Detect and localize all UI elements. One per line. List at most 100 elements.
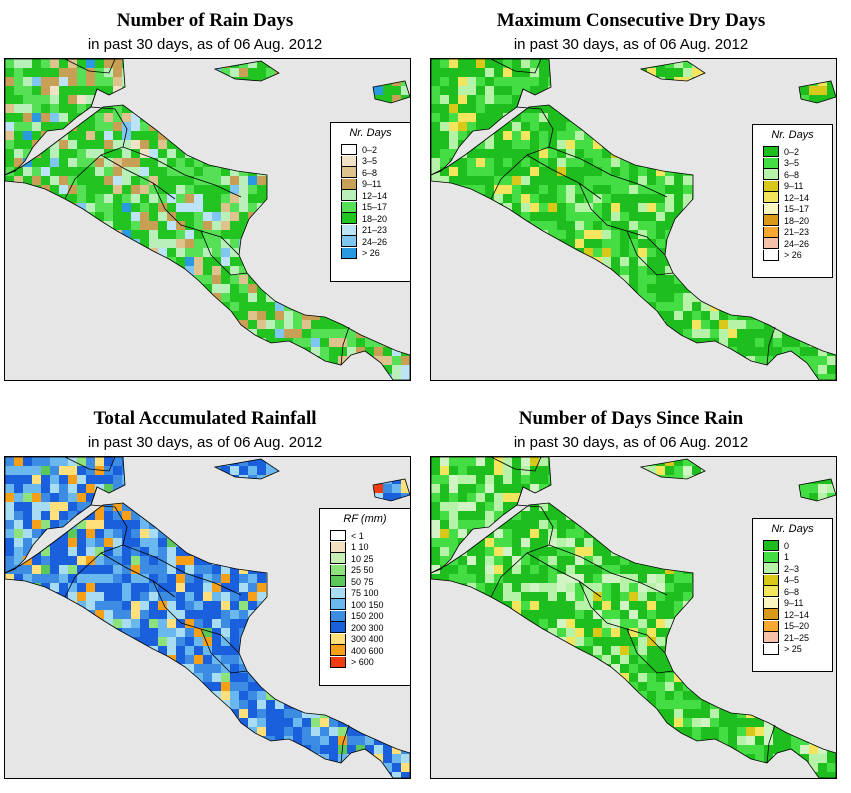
legend-entry: 21–23 — [763, 226, 832, 239]
legend-label: > 25 — [784, 644, 802, 655]
legend-label: 150 200 — [351, 611, 384, 622]
legend-entry: 300 400 — [330, 633, 410, 646]
legend-swatch — [330, 564, 346, 576]
legend-label: > 26 — [784, 250, 802, 261]
legend-label: 12–14 — [362, 190, 388, 201]
legend-swatch — [330, 541, 346, 553]
legend: Nr. Days 0 1 2–3 4–5 6–8 9–11 12–14 15–20 21–25 >… — [752, 518, 833, 672]
legend-swatch — [763, 238, 779, 250]
map-dry-days — [430, 58, 837, 381]
country-borders — [5, 457, 410, 778]
legend-entry: < 1 — [330, 530, 410, 542]
legend-swatch — [330, 633, 346, 645]
legend-rows: 0–2 3–5 6–8 9–11 12–14 15–17 18–20 21–23 24–26 > … — [753, 146, 832, 261]
legend-swatch — [763, 180, 779, 192]
legend-entry: 0–2 — [763, 146, 832, 158]
legend-entry: 9–11 — [763, 180, 832, 193]
legend-entry: 12–14 — [763, 192, 832, 204]
legend-swatch — [763, 597, 779, 609]
legend-swatch — [330, 587, 346, 599]
legend-label: 3–5 — [362, 156, 378, 167]
legend-swatch — [763, 203, 779, 215]
legend-entry: > 600 — [330, 656, 410, 669]
legend-label: 15–17 — [784, 204, 810, 215]
legend-title: Nr. Days — [771, 523, 814, 535]
legend-label: 12–14 — [784, 609, 810, 620]
legend-label: 9–11 — [362, 179, 382, 190]
legend-entry: 21–23 — [341, 224, 410, 237]
legend-swatch — [330, 610, 346, 622]
country-borders — [431, 59, 836, 380]
panel-rainfall: Total Accumulated Rainfall in past 30 da… — [0, 398, 411, 783]
legend-label: 24–26 — [362, 236, 388, 247]
legend-swatch — [763, 192, 779, 204]
legend-label: 15–17 — [362, 202, 388, 213]
legend-swatch — [330, 599, 346, 611]
legend-label: 6–8 — [362, 167, 378, 178]
legend-label: 0 — [784, 540, 790, 551]
legend-entry: 400 600 — [330, 645, 410, 657]
panel-dry-days: Maximum Consecutive Dry Days in past 30 … — [426, 0, 837, 385]
legend-label: 75 100 — [351, 588, 379, 599]
legend-swatch — [330, 645, 346, 657]
panel-subtitle: in past 30 days, as of 06 Aug. 2012 — [87, 36, 323, 53]
legend-swatch — [763, 249, 779, 261]
legend-swatch — [341, 236, 357, 248]
legend-entry: 9–11 — [763, 597, 832, 610]
panel-title: Maximum Consecutive Dry Days — [496, 10, 766, 31]
legend-swatch — [341, 155, 357, 167]
legend-swatch — [330, 622, 346, 634]
legend-entry: 0–2 — [341, 144, 410, 156]
panel-subtitle: in past 30 days, as of 06 Aug. 2012 — [513, 36, 749, 53]
legend-swatch — [763, 620, 779, 632]
legend-label: 0–2 — [362, 144, 378, 155]
legend-label: 18–20 — [784, 215, 810, 226]
legend-label: > 600 — [351, 657, 374, 668]
legend-label: < 1 — [351, 530, 364, 541]
legend-entry: 4–5 — [763, 574, 832, 587]
legend-label: 21–23 — [362, 225, 388, 236]
legend-swatch — [763, 586, 779, 598]
legend-entry: > 26 — [341, 247, 410, 260]
legend-label: 21–23 — [784, 227, 810, 238]
legend-swatch — [763, 563, 779, 575]
legend-swatch — [330, 576, 346, 588]
legend-swatch — [763, 574, 779, 586]
panel-rain-days: Number of Rain Days in past 30 days, as … — [0, 0, 411, 385]
legend-entry: 200 300 — [330, 622, 410, 634]
legend-title: Nr. Days — [349, 127, 392, 139]
legend-swatch — [763, 215, 779, 227]
legend-entry: 24–26 — [763, 238, 832, 250]
legend-entry: 9–11 — [341, 178, 410, 191]
legend-title: Nr. Days — [771, 129, 814, 141]
legend: Nr. Days 0–2 3–5 6–8 9–11 12–14 15–17 18–20 21–… — [752, 124, 833, 278]
legend-label: 4–5 — [784, 575, 800, 586]
legend-entry: 1 10 — [330, 541, 410, 554]
legend-entry: > 25 — [763, 643, 832, 656]
legend-label: 6–8 — [784, 169, 800, 180]
legend-swatch — [341, 201, 357, 213]
legend-swatch — [341, 224, 357, 236]
legend-label: 10 25 — [351, 553, 374, 564]
country-borders — [431, 457, 836, 778]
legend-label: 0–2 — [784, 146, 800, 157]
legend-label: 12–14 — [784, 192, 810, 203]
legend-entry: 21–25 — [763, 632, 832, 644]
legend-label: 1 — [784, 552, 790, 563]
legend-entry: 6–8 — [341, 167, 410, 179]
legend-swatch — [763, 169, 779, 181]
legend-label: 21–25 — [784, 632, 810, 643]
legend-swatch — [341, 190, 357, 202]
legend-rows: 0–2 3–5 6–8 9–11 12–14 15–17 18–20 21–23 24–26 > … — [331, 144, 410, 259]
legend-entry: 12–14 — [341, 190, 410, 202]
legend-label: 400 600 — [351, 645, 384, 656]
legend-label: 18–20 — [362, 213, 388, 224]
legend-label: 15–20 — [784, 621, 810, 632]
country-borders — [5, 59, 410, 380]
legend-entry: 12–14 — [763, 609, 832, 621]
legend-label: 9–11 — [784, 181, 804, 192]
panel-subtitle: in past 30 days, as of 06 Aug. 2012 — [87, 434, 323, 451]
legend-entry: 3–5 — [341, 155, 410, 168]
